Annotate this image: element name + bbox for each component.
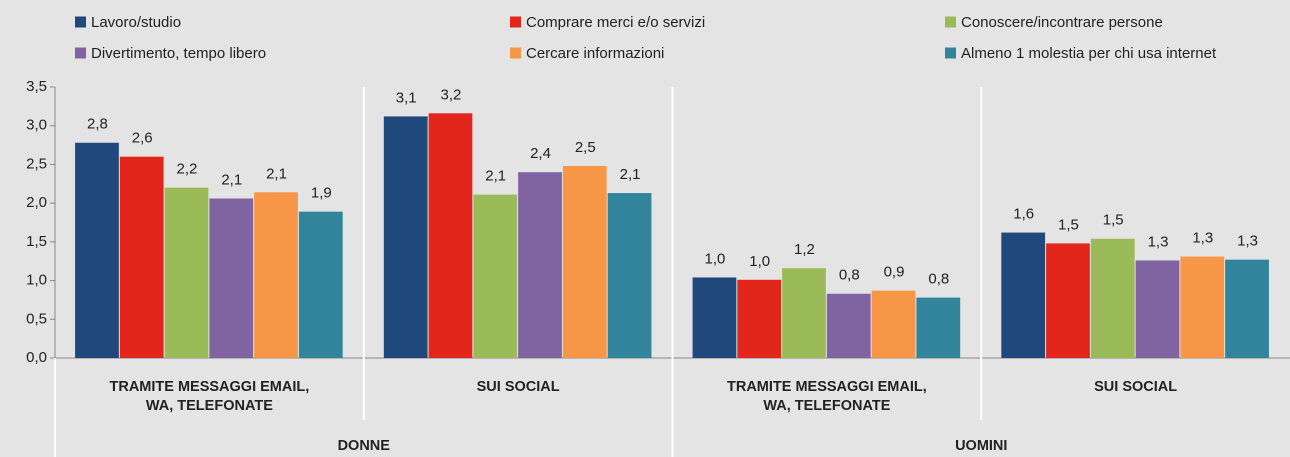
data-label: 2,8 <box>87 116 108 133</box>
legend-swatch <box>510 47 521 59</box>
data-label: 2,1 <box>485 168 506 185</box>
bar <box>562 165 607 358</box>
data-label: 1,3 <box>1192 230 1213 247</box>
data-label: 2,5 <box>575 139 596 156</box>
data-label: 2,1 <box>221 171 242 188</box>
data-label: 1,9 <box>311 185 332 202</box>
bar <box>871 290 916 358</box>
y-tick-label: 3,0 <box>26 117 47 134</box>
bar <box>383 116 428 359</box>
x-tick-label: SUI SOCIAL <box>1094 379 1178 395</box>
y-tick-label: 0,5 <box>26 310 47 327</box>
y-tick-label: 0,0 <box>26 349 47 366</box>
bar <box>1046 243 1090 358</box>
x-tick-label: TRAMITE MESSAGGI EMAIL, WA, TELEFONATE <box>726 379 927 414</box>
legend-swatch <box>75 47 86 59</box>
bar <box>607 193 652 358</box>
legend-swatch <box>75 16 86 28</box>
bar <box>119 156 164 358</box>
data-label: 1,0 <box>749 253 770 270</box>
data-label: 2,1 <box>620 166 641 183</box>
bar <box>826 293 871 358</box>
data-label: 2,1 <box>266 165 287 182</box>
data-label: 1,0 <box>705 250 726 267</box>
data-label: 2,4 <box>530 145 551 162</box>
data-label: 3,2 <box>441 86 462 103</box>
bar <box>1180 256 1225 358</box>
legend-label: Lavoro/studio <box>91 14 181 31</box>
bar <box>298 211 343 358</box>
bar <box>1001 232 1046 358</box>
legend-label: Comprare merci e/o servizi <box>526 14 705 31</box>
x-tick-label: SUI SOCIAL <box>476 379 560 395</box>
y-tick-label: 2,0 <box>26 194 47 211</box>
bar <box>209 198 254 358</box>
data-label: 1,3 <box>1237 233 1258 250</box>
bar <box>164 187 209 358</box>
group-label: UOMINI <box>955 438 1008 454</box>
bar <box>254 192 298 358</box>
legend-label: Cercare informazioni <box>526 45 664 62</box>
bar <box>473 194 518 358</box>
bar <box>428 113 473 358</box>
y-tick-label: 1,0 <box>26 272 47 289</box>
bar <box>782 268 826 358</box>
bar <box>75 142 119 358</box>
y-tick-label: 2,5 <box>26 155 47 172</box>
legend-swatch <box>510 16 521 28</box>
y-tick-label: 3,5 <box>26 78 47 95</box>
group-label: DONNE <box>337 438 390 454</box>
data-label: 3,1 <box>396 89 417 106</box>
bar <box>692 277 737 358</box>
bar <box>1135 260 1180 358</box>
bar <box>518 172 562 358</box>
data-label: 0,8 <box>839 267 860 284</box>
bar <box>1225 259 1269 358</box>
legend-swatch <box>945 16 956 28</box>
data-label: 1,5 <box>1103 212 1124 229</box>
data-label: 1,3 <box>1148 233 1169 250</box>
legend-label: Almeno 1 molestia per chi usa internet <box>961 45 1217 62</box>
bar <box>737 279 782 358</box>
bar <box>1090 238 1135 358</box>
data-label: 1,5 <box>1058 216 1079 233</box>
x-tick-label: TRAMITE MESSAGGI EMAIL, WA, TELEFONATE <box>109 379 310 414</box>
legend-swatch <box>945 47 956 59</box>
data-label: 2,2 <box>177 161 198 178</box>
data-label: 1,6 <box>1013 206 1034 223</box>
data-label: 2,6 <box>132 130 153 147</box>
y-tick-label: 1,5 <box>26 233 47 250</box>
legend-label: Divertimento, tempo libero <box>91 45 266 62</box>
bar <box>916 297 961 358</box>
legend-label: Conoscere/incontrare persone <box>961 14 1163 31</box>
data-label: 0,8 <box>928 271 949 288</box>
data-label: 1,2 <box>794 241 815 258</box>
data-label: 0,9 <box>884 264 905 281</box>
